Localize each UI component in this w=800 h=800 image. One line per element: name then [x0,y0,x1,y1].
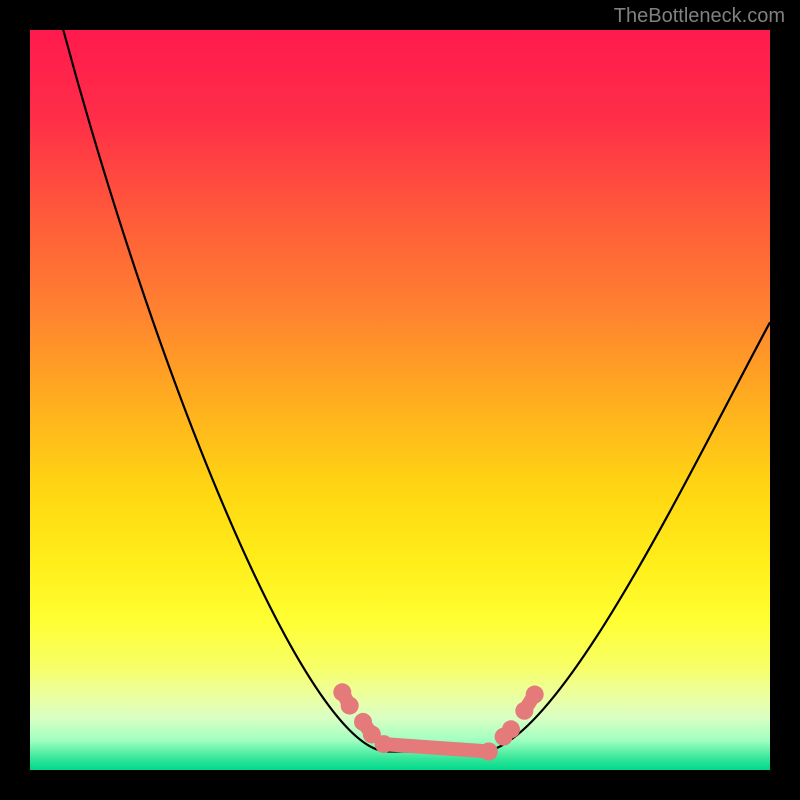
marker-cap [502,720,520,738]
bottleneck-chart: TheBottleneck.com [0,0,800,800]
marker-cap [375,735,393,753]
marker-cap [515,702,533,720]
attribution-text: TheBottleneck.com [614,5,785,27]
marker-cap [526,686,544,704]
marker-segment [384,744,489,751]
marker-cap [341,697,359,715]
marker-cap [480,743,498,761]
plot-background [30,30,770,770]
